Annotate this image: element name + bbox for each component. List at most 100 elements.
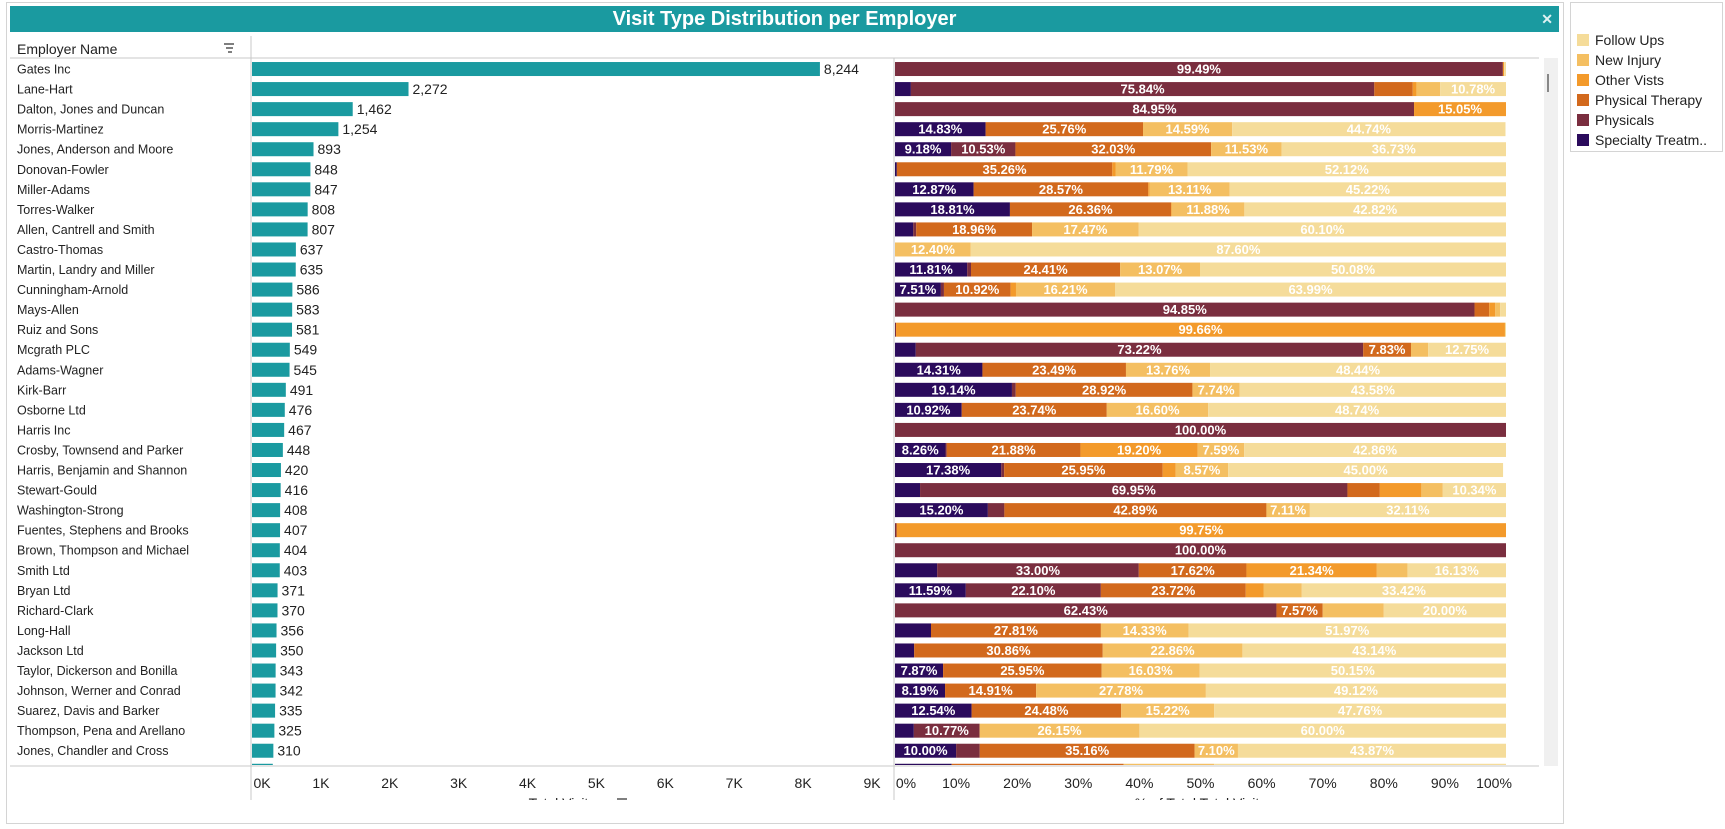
- percent-segment[interactable]: [956, 743, 980, 758]
- percent-segment[interactable]: [951, 763, 1124, 778]
- percent-segment[interactable]: [943, 663, 1102, 678]
- total-visits-bar[interactable]: [252, 703, 276, 718]
- total-visits-bar[interactable]: [252, 122, 339, 137]
- percent-segment[interactable]: [1138, 222, 1506, 237]
- percent-segment[interactable]: [1015, 142, 1212, 157]
- total-visits-bar[interactable]: [252, 202, 308, 217]
- percent-segment[interactable]: [1263, 583, 1302, 598]
- percent-segment[interactable]: [1416, 82, 1441, 97]
- percent-segment[interactable]: [971, 262, 1121, 277]
- percent-segment[interactable]: [1101, 663, 1200, 678]
- percent-segment[interactable]: [895, 643, 915, 658]
- percent-segment[interactable]: [1205, 683, 1506, 698]
- percent-segment[interactable]: [1004, 463, 1163, 478]
- percent-segment[interactable]: [1200, 262, 1506, 277]
- percent-segment[interactable]: [1100, 623, 1189, 638]
- percent-segment[interactable]: [1504, 322, 1506, 337]
- percent-segment[interactable]: [1106, 402, 1209, 417]
- percent-segment[interactable]: [1175, 463, 1229, 478]
- percent-segment[interactable]: [987, 503, 1005, 518]
- percent-segment[interactable]: [895, 563, 938, 578]
- percent-segment[interactable]: [961, 402, 1107, 417]
- percent-segment[interactable]: [895, 82, 911, 97]
- percent-segment[interactable]: [1011, 382, 1016, 397]
- percent-segment[interactable]: [910, 82, 1375, 97]
- percent-segment[interactable]: [895, 382, 1012, 397]
- percent-segment[interactable]: [1121, 703, 1215, 718]
- total-visits-bar[interactable]: [252, 442, 283, 457]
- total-visits-bar[interactable]: [252, 262, 296, 277]
- percent-segment[interactable]: [1301, 583, 1506, 598]
- percent-segment[interactable]: [1244, 202, 1506, 217]
- percent-segment[interactable]: [1199, 663, 1506, 678]
- close-icon[interactable]: ✕: [1541, 11, 1553, 27]
- percent-segment[interactable]: [895, 743, 957, 758]
- percent-segment[interactable]: [913, 222, 917, 237]
- percent-segment[interactable]: [1214, 703, 1506, 718]
- percent-segment[interactable]: [1036, 683, 1206, 698]
- total-visits-bar[interactable]: [252, 623, 277, 638]
- total-visits-bar[interactable]: [252, 402, 285, 417]
- percent-segment[interactable]: [1115, 282, 1506, 297]
- percent-segment[interactable]: [1143, 122, 1233, 137]
- percent-segment[interactable]: [920, 483, 1348, 498]
- percent-segment[interactable]: [970, 242, 1506, 257]
- percent-segment[interactable]: [1407, 563, 1506, 578]
- percent-segment[interactable]: [1440, 82, 1506, 97]
- percent-segment[interactable]: [1244, 442, 1506, 457]
- total-visits-bar[interactable]: [252, 302, 293, 317]
- percent-segment[interactable]: [1170, 202, 1172, 217]
- percent-segment[interactable]: [1149, 182, 1230, 197]
- percent-segment[interactable]: [1322, 603, 1384, 618]
- percent-segment[interactable]: [1428, 342, 1506, 357]
- percent-segment[interactable]: [1138, 563, 1247, 578]
- percent-segment[interactable]: [913, 723, 980, 738]
- total-visits-bar[interactable]: [252, 382, 286, 397]
- percent-segment[interactable]: [1502, 62, 1505, 77]
- total-visits-bar[interactable]: [252, 543, 280, 558]
- percent-segment[interactable]: [971, 703, 1122, 718]
- percent-segment[interactable]: [1120, 262, 1201, 277]
- percent-segment[interactable]: [895, 463, 1002, 478]
- percent-segment[interactable]: [930, 623, 1101, 638]
- percent-segment[interactable]: [1239, 382, 1506, 397]
- percent-segment[interactable]: [1004, 503, 1267, 518]
- percent-segment[interactable]: [1194, 743, 1238, 758]
- percent-segment[interactable]: [1229, 182, 1506, 197]
- percent-segment[interactable]: [1208, 402, 1506, 417]
- total-visits-bar[interactable]: [252, 743, 274, 758]
- percent-segment[interactable]: [1171, 202, 1245, 217]
- percent-segment[interactable]: [1010, 282, 1016, 297]
- total-visits-bar[interactable]: [252, 763, 273, 778]
- percent-segment[interactable]: [1347, 483, 1380, 498]
- percent-segment[interactable]: [895, 222, 914, 237]
- percent-segment[interactable]: [979, 743, 1195, 758]
- percent-segment[interactable]: [895, 723, 914, 738]
- percent-segment[interactable]: [1125, 362, 1211, 377]
- percent-segment[interactable]: [895, 162, 897, 177]
- percent-segment[interactable]: [1500, 302, 1506, 317]
- percent-segment[interactable]: [895, 102, 1415, 117]
- legend-item[interactable]: Physical Therapy: [1577, 91, 1702, 109]
- total-visits-bar[interactable]: [252, 242, 296, 257]
- total-visits-bar[interactable]: [252, 422, 285, 437]
- percent-segment[interactable]: [1188, 623, 1506, 638]
- percent-segment[interactable]: [895, 282, 941, 297]
- total-visits-bar[interactable]: [252, 282, 293, 297]
- percent-segment[interactable]: [895, 142, 952, 157]
- percent-segment[interactable]: [1214, 763, 1506, 778]
- percent-segment[interactable]: [1276, 603, 1323, 618]
- percent-segment[interactable]: [1281, 142, 1506, 157]
- percent-segment[interactable]: [1376, 563, 1408, 578]
- percent-segment[interactable]: [895, 683, 946, 698]
- total-visits-bar[interactable]: [252, 162, 311, 177]
- percent-segment[interactable]: [1474, 302, 1490, 317]
- total-visits-bar[interactable]: [252, 463, 281, 478]
- percent-segment[interactable]: [967, 262, 972, 277]
- total-visits-bar[interactable]: [252, 663, 276, 678]
- total-visits-bar[interactable]: [252, 342, 290, 357]
- percent-segment[interactable]: [895, 402, 962, 417]
- percent-segment[interactable]: [1080, 442, 1198, 457]
- percent-segment[interactable]: [1421, 483, 1443, 498]
- percent-segment[interactable]: [985, 122, 1144, 137]
